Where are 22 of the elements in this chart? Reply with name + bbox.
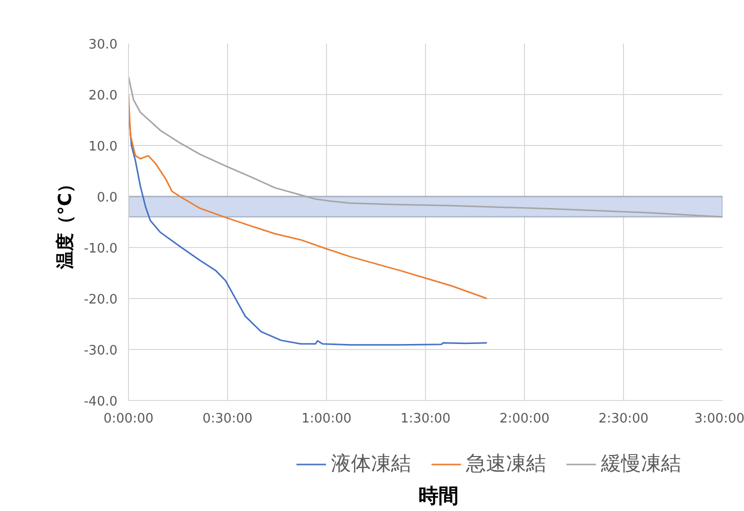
x-tick-label: 0:30:00 (202, 412, 253, 426)
legend-label: 液体凍結 (331, 450, 411, 477)
legend-label: 緩慢凍結 (601, 450, 681, 477)
legend-label: 急速凍結 (466, 450, 546, 477)
line-series (128, 94, 488, 300)
x-tick-label: 2:30:00 (598, 412, 649, 426)
x-tick-label: 0:00:00 (103, 412, 154, 426)
y-tick-label: 0.0 (96, 190, 118, 206)
x-axis-title: 時間 (418, 484, 458, 508)
y-tick-label: 20.0 (88, 88, 118, 104)
y-tick-label: -20.0 (84, 292, 118, 308)
line-series (128, 76, 722, 218)
y-tick-label: -40.0 (84, 394, 118, 410)
y-tick-label: 30.0 (88, 38, 118, 52)
x-tick-label: 3:00:00 (694, 412, 744, 426)
y-axis-title: 温度（°C） (54, 174, 76, 270)
y-tick-label: -30.0 (84, 344, 118, 358)
x-tick-label: 1:00:00 (301, 412, 352, 426)
x-tick-label: 2:00:00 (499, 412, 550, 426)
y-tick-label: -10.0 (84, 242, 118, 256)
y-tick-label: 10.0 (88, 140, 118, 154)
x-tick-label: 1:30:00 (400, 412, 451, 426)
